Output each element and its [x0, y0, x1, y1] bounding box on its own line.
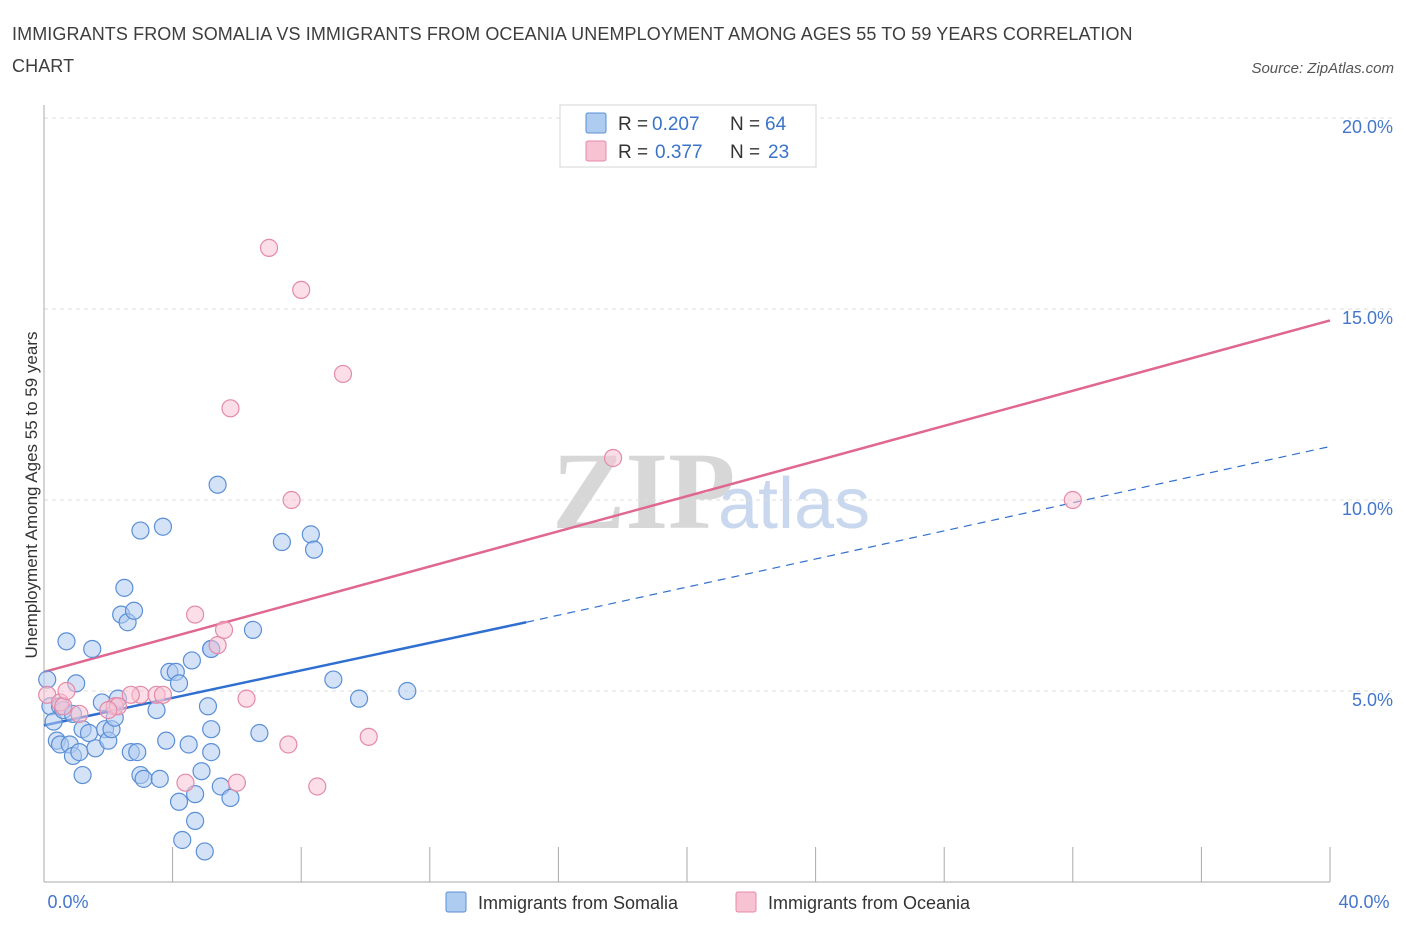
y-tick-label: 5.0% — [1352, 690, 1393, 710]
series-legend: Immigrants from Somalia Immigrants from … — [445, 891, 971, 913]
y-tick-label: 20.0% — [1342, 117, 1393, 137]
somalia-point — [131, 521, 150, 540]
somalia-point — [179, 735, 198, 754]
legend-n-label-oceania: N = — [730, 142, 760, 163]
series-legend-label-somalia: Immigrants from Somalia — [478, 893, 679, 913]
somalia-point — [304, 540, 324, 559]
oceania-point — [333, 364, 353, 384]
y-tick-label: 10.0% — [1342, 499, 1393, 519]
oceania-point — [227, 773, 246, 792]
somalia-point — [153, 517, 173, 536]
legend-swatch-somalia — [585, 112, 607, 134]
somalia-point — [150, 769, 169, 788]
somalia-point — [324, 670, 343, 689]
somalia-point — [128, 743, 147, 762]
oceania-point — [603, 448, 623, 468]
series-legend-swatch-somalia — [445, 891, 467, 913]
x-tick-label-min: 0.0% — [47, 892, 88, 912]
oceania-point — [57, 681, 76, 701]
oceania-point — [208, 636, 227, 655]
y-axis-label: Unemployment Among Ages 55 to 59 years — [22, 332, 41, 659]
somalia-point — [169, 792, 189, 811]
somalia-point — [186, 811, 205, 830]
somalia-point — [57, 632, 76, 651]
somalia-point — [208, 475, 227, 494]
somalia-point — [349, 689, 369, 708]
oceania-point — [186, 605, 205, 624]
legend-r-value-oceania: 0.377 — [655, 142, 703, 163]
somalia-point — [169, 674, 189, 693]
axes: 5.0% 10.0% 15.0% 20.0% — [43, 105, 1393, 883]
oceania-point — [176, 773, 195, 792]
legend-r-value-somalia: 0.207 — [652, 114, 700, 135]
oceania-point — [237, 689, 256, 708]
somalia-point — [70, 743, 89, 762]
oceania-point — [54, 697, 73, 716]
correlation-legend: R = 0.207 N = 64 R = 0.377 N = 23 — [559, 104, 817, 168]
somalia-point — [202, 720, 221, 739]
oceania-point — [1063, 490, 1082, 510]
chart-source: Source: ZipAtlas.com — [1251, 60, 1394, 77]
somalia-point — [38, 670, 57, 689]
oceania-point — [70, 704, 89, 724]
series-legend-swatch-oceania — [735, 891, 757, 913]
oceania-point — [279, 735, 298, 754]
y-tick-label: 15.0% — [1342, 308, 1393, 328]
oceania-point — [282, 490, 301, 510]
somalia-point — [115, 578, 134, 597]
oceania-point — [259, 238, 279, 257]
somalia-point — [192, 762, 211, 781]
oceania-point — [99, 700, 118, 720]
grid-lines — [44, 117, 1395, 692]
oceania-point — [308, 777, 327, 796]
series-legend-label-oceania: Immigrants from Oceania — [768, 893, 971, 913]
somalia-point — [272, 532, 292, 552]
oceania-point — [214, 620, 234, 639]
somalia-point — [79, 723, 99, 743]
somalia-point — [301, 525, 320, 544]
somalia-point — [250, 723, 269, 743]
somalia-point — [182, 651, 201, 670]
legend-n-label-somalia: N = — [730, 114, 760, 135]
x-tick-label-max: 40.0% — [1338, 892, 1389, 912]
somalia-point — [73, 765, 92, 785]
oceania-point — [221, 399, 240, 418]
oceania-point — [153, 685, 173, 704]
somalia-point — [398, 681, 417, 701]
oceania-point — [121, 685, 140, 704]
somalia-point — [124, 601, 144, 620]
legend-n-value-oceania: 23 — [768, 142, 789, 163]
somalia-point — [198, 697, 218, 716]
watermark-atlas: atlas — [718, 464, 870, 544]
somalia-point — [147, 700, 166, 720]
somalia-point — [202, 743, 221, 762]
legend-n-value-somalia: 64 — [765, 114, 787, 135]
somalia-trend-extension — [526, 445, 1331, 623]
legend-r-label-oceania: R = — [618, 142, 648, 163]
data-points — [38, 238, 1082, 861]
somalia-point — [243, 620, 263, 639]
oceania-point — [359, 727, 378, 746]
somalia-point — [221, 788, 240, 808]
oceania-point — [292, 280, 311, 299]
legend-swatch-oceania — [585, 140, 607, 162]
legend-r-label-somalia: R = — [618, 114, 648, 135]
oceania-trend-line — [43, 319, 1331, 674]
somalia-point — [134, 769, 153, 788]
chart-title: IMMIGRANTS FROM SOMALIA VS IMMIGRANTS FR… — [12, 24, 1133, 76]
somalia-point — [173, 830, 192, 850]
somalia-point — [157, 731, 176, 750]
somalia-point — [83, 639, 102, 659]
somalia-point — [195, 842, 214, 861]
